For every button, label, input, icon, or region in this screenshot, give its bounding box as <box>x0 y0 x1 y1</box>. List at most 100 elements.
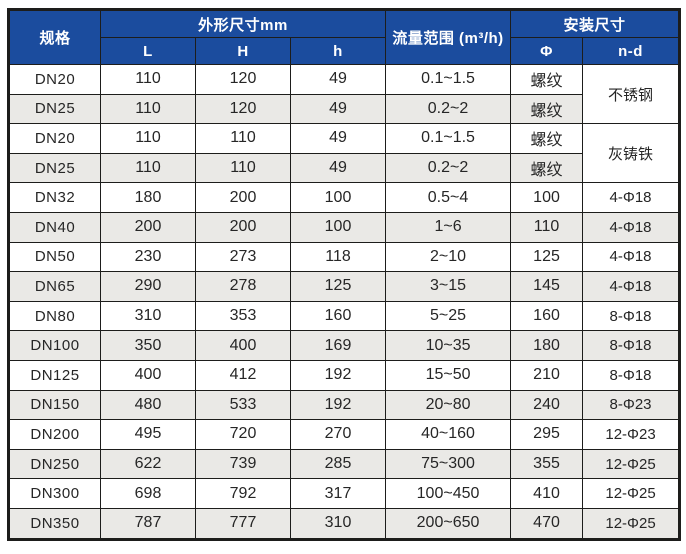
material-cell: 灰铸铁 <box>582 123 681 184</box>
h-cell: 169 <box>289 330 387 361</box>
nd-cell: 4-Φ18 <box>582 211 681 243</box>
table-row: DN80 310 353 160 5~25 160 8-Φ18 <box>8 300 681 332</box>
header-col-h: h <box>289 37 387 65</box>
L-cell: 290 <box>100 271 196 302</box>
nd-cell: 4-Φ18 <box>582 182 681 213</box>
nd-cell: 12-Φ25 <box>582 478 681 509</box>
h-cell: 317 <box>289 478 387 509</box>
L-cell: 310 <box>100 300 196 332</box>
phi-cell: 螺纹 <box>510 64 584 95</box>
spec-cell: DN40 <box>8 211 101 243</box>
header-spec: 规格 <box>8 9 101 65</box>
H-cell: 200 <box>195 211 291 243</box>
flow-cell: 100~450 <box>385 478 512 509</box>
phi-cell: 470 <box>510 507 584 540</box>
H-cell: 739 <box>195 448 291 480</box>
L-cell: 110 <box>100 64 196 95</box>
header-install-dims: 安装尺寸 <box>510 9 681 38</box>
L-cell: 480 <box>100 389 196 421</box>
spec-cell: DN80 <box>8 300 101 332</box>
flow-cell: 1~6 <box>385 211 512 243</box>
L-cell: 110 <box>100 93 196 125</box>
header-row-2: L H h Φ n-d <box>9 37 681 65</box>
spec-cell: DN200 <box>8 419 101 450</box>
phi-cell: 355 <box>510 448 584 480</box>
L-cell: 622 <box>100 448 196 480</box>
flow-cell: 0.1~1.5 <box>385 64 512 95</box>
h-cell: 49 <box>289 93 387 125</box>
phi-cell: 螺纹 <box>510 123 584 154</box>
L-cell: 110 <box>100 123 196 154</box>
header-flow-range: 流量范围 (m³/h) <box>385 9 512 65</box>
phi-cell: 160 <box>510 300 584 332</box>
table-row: DN65 290 278 125 3~15 145 4-Φ18 <box>8 271 681 302</box>
phi-cell: 螺纹 <box>510 93 584 125</box>
spec-cell: DN100 <box>8 330 101 361</box>
H-cell: 200 <box>195 182 291 213</box>
header-col-H: H <box>195 37 291 65</box>
L-cell: 400 <box>100 359 196 391</box>
H-cell: 120 <box>195 93 291 125</box>
table-row: DN250 622 739 285 75~300 355 12-Φ25 <box>8 448 681 480</box>
header-col-nd: n-d <box>582 37 681 65</box>
header-col-phi: Φ <box>510 37 584 65</box>
table-row: DN100 350 400 169 10~35 180 8-Φ18 <box>8 330 681 361</box>
spec-cell: DN20 <box>8 64 101 95</box>
h-cell: 100 <box>289 182 387 213</box>
table-row: DN40 200 200 100 1~6 110 4-Φ18 <box>8 211 681 243</box>
table-row: DN125 400 412 192 15~50 210 8-Φ18 <box>8 359 681 391</box>
nd-cell: 8-Φ18 <box>582 330 681 361</box>
dimension-spec-table: 规格 外形尺寸mm 流量范围 (m³/h) 安装尺寸 L H h Φ n-d D… <box>7 8 682 541</box>
table-row: DN350 787 777 310 200~650 470 12-Φ25 <box>8 507 681 540</box>
h-cell: 310 <box>289 507 387 540</box>
L-cell: 698 <box>100 478 196 509</box>
flow-cell: 2~10 <box>385 241 512 273</box>
H-cell: 412 <box>195 359 291 391</box>
spec-cell: DN350 <box>8 507 101 540</box>
table-row: DN20 110 110 49 0.1~1.5 螺纹 灰铸铁 <box>8 123 681 184</box>
spec-cell: DN32 <box>8 182 101 213</box>
H-cell: 110 <box>195 152 291 184</box>
phi-cell: 240 <box>510 389 584 421</box>
h-cell: 125 <box>289 271 387 302</box>
table-row: DN32 180 200 100 0.5~4 100 4-Φ18 <box>8 182 681 213</box>
h-cell: 285 <box>289 448 387 480</box>
H-cell: 720 <box>195 419 291 450</box>
H-cell: 777 <box>195 507 291 540</box>
header-outline-dims: 外形尺寸mm <box>99 9 387 38</box>
H-cell: 278 <box>195 271 291 302</box>
nd-cell: 8-Φ18 <box>582 300 681 332</box>
nd-cell: 12-Φ23 <box>582 419 681 450</box>
nd-cell: 4-Φ18 <box>582 241 681 273</box>
nd-cell: 8-Φ18 <box>582 359 681 391</box>
flow-cell: 0.1~1.5 <box>385 123 512 154</box>
flow-cell: 75~300 <box>385 448 512 480</box>
h-cell: 160 <box>289 300 387 332</box>
H-cell: 400 <box>195 330 291 361</box>
spec-cell: DN150 <box>8 389 101 421</box>
spec-cell: DN65 <box>8 271 101 302</box>
h-cell: 49 <box>289 64 387 95</box>
header-col-L: L <box>100 37 196 65</box>
L-cell: 180 <box>100 182 196 213</box>
flow-cell: 200~650 <box>385 507 512 540</box>
phi-cell: 180 <box>510 330 584 361</box>
flow-cell: 10~35 <box>385 330 512 361</box>
H-cell: 120 <box>195 64 291 95</box>
H-cell: 110 <box>195 123 291 154</box>
spec-sheet-page: 规格 外形尺寸mm 流量范围 (m³/h) 安装尺寸 L H h Φ n-d D… <box>7 8 682 541</box>
spec-cell: DN25 <box>8 93 101 125</box>
flow-cell: 5~25 <box>385 300 512 332</box>
phi-cell: 295 <box>510 419 584 450</box>
flow-cell: 0.5~4 <box>385 182 512 213</box>
h-cell: 49 <box>289 152 387 184</box>
phi-cell: 螺纹 <box>510 152 584 184</box>
spec-cell: DN250 <box>8 448 101 480</box>
spec-cell: DN50 <box>8 241 101 273</box>
L-cell: 230 <box>100 241 196 273</box>
phi-cell: 145 <box>510 271 584 302</box>
h-cell: 192 <box>289 389 387 421</box>
h-cell: 192 <box>289 359 387 391</box>
table-row: DN25 110 120 49 0.2~2 螺纹 <box>8 93 680 125</box>
nd-cell: 12-Φ25 <box>582 507 681 540</box>
